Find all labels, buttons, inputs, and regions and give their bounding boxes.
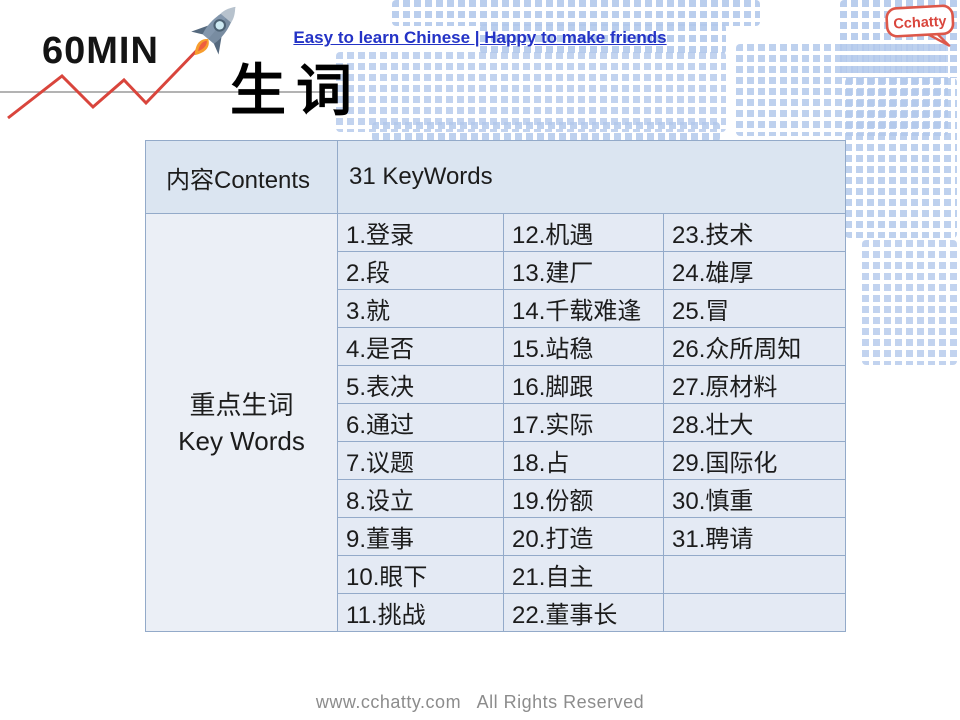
word-cell: 3.就	[337, 289, 504, 328]
word-cell: 15.站稳	[503, 327, 664, 366]
cchatty-logo-text: Cchatty	[893, 14, 947, 33]
trend-zigzag-line	[7, 43, 204, 120]
pixel-map-decoration	[480, 24, 726, 54]
word-cell: 18.占	[503, 441, 664, 480]
word-cell: 19.份额	[503, 479, 664, 518]
table-row: 9.董事 20.打造 31.聘请	[146, 517, 846, 556]
word-cell: 10.眼下	[337, 555, 504, 594]
word-cell: 8.设立	[337, 479, 504, 518]
table-row: 11.挑战 22.董事长	[146, 593, 846, 632]
word-cell: 11.挑战	[337, 593, 504, 632]
word-cell: 28.壮大	[663, 403, 846, 442]
word-cell: 1.登录	[337, 213, 504, 252]
word-cell: 12.机遇	[503, 213, 664, 252]
row-label-zh: 重点生词	[189, 389, 294, 420]
word-cell: 23.技术	[663, 213, 846, 252]
word-cell: 21.自主	[503, 555, 664, 594]
word-cell: 16.脚跟	[503, 365, 664, 404]
page-title: 生词	[230, 59, 362, 122]
word-cell: 4.是否	[337, 327, 504, 366]
word-cell: 30.慎重	[663, 479, 846, 518]
word-cell: 20.打造	[503, 517, 664, 556]
table-row: 10.眼下 21.自主	[146, 555, 846, 594]
word-cell: 6.通过	[337, 403, 504, 442]
row-label-en: Key Words	[178, 425, 305, 456]
row-label-cell: 重点生词 Key Words	[145, 213, 338, 632]
contents-header-cell: 内容Contents	[145, 140, 338, 214]
word-cell: 26.众所周知	[663, 327, 846, 366]
rocket-icon	[191, 6, 236, 56]
speech-bubble	[885, 4, 955, 38]
word-cell: 29.国际化	[663, 441, 846, 480]
table-row: 4.是否 15.站稳 26.众所周知	[146, 327, 846, 366]
word-cell: 31.聘请	[663, 517, 846, 556]
word-cell: 27.原材料	[663, 365, 846, 404]
cchatty-logo: Cchatty	[885, 4, 955, 47]
pixel-map-decoration	[372, 122, 720, 142]
pixel-map-decoration	[862, 240, 957, 365]
table-row: 6.通过 17.实际 28.壮大	[146, 403, 846, 442]
word-cell: 7.议题	[337, 441, 504, 480]
brand-60min-label: 60MIN	[42, 30, 159, 72]
pixel-map-decoration	[336, 52, 726, 132]
table-row: 8.设立 19.份额 30.慎重	[146, 479, 846, 518]
pixel-map-decoration	[845, 78, 957, 238]
table-row: 7.议题 18.占 29.国际化	[146, 441, 846, 480]
word-cell: 22.董事长	[503, 593, 664, 632]
tagline-link[interactable]: Easy to learn Chinese | Happy to make fr…	[293, 28, 667, 47]
rocket-trend-logo	[0, 6, 332, 120]
word-cell: 2.段	[337, 251, 504, 290]
word-cell	[663, 593, 846, 632]
keywords-header-cell: 31 KeyWords	[337, 140, 846, 214]
word-cell: 17.实际	[503, 403, 664, 442]
table-row: 重点生词 Key Words 1.登录 12.机遇 23.技术	[145, 213, 846, 632]
word-cell: 14.千载难逢	[503, 289, 664, 328]
keywords-table: 内容Contents 31 KeyWords 重点生词 Key Words 1.…	[145, 140, 846, 632]
word-cell	[663, 555, 846, 594]
word-cell: 5.表决	[337, 365, 504, 404]
table-header-row: 内容Contents 31 KeyWords	[145, 140, 846, 214]
table-row: 3.就 14.千载难逢 25.冒	[146, 289, 846, 328]
word-cell: 13.建厂	[503, 251, 664, 290]
word-cell: 9.董事	[337, 517, 504, 556]
word-cell: 24.雄厚	[663, 251, 846, 290]
pixel-map-decoration	[392, 0, 760, 26]
word-cell: 25.冒	[663, 289, 846, 328]
footer-copyright: www.cchatty.com All Rights Reserved	[315, 692, 645, 712]
